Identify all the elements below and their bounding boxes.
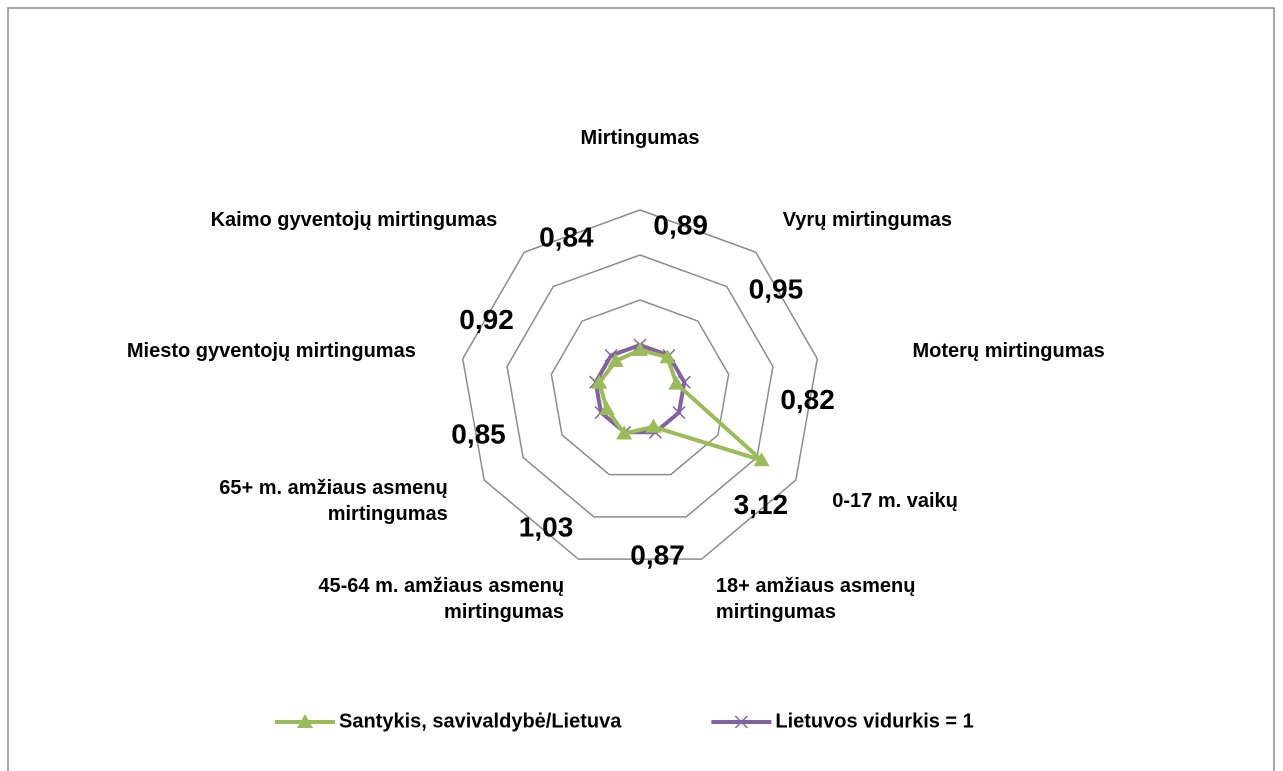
- marker: [591, 374, 608, 389]
- category-label: 0-17 m. vaikų: [832, 490, 958, 512]
- grid-ring: [461, 209, 819, 560]
- marker: [672, 405, 686, 420]
- data-label: 0,85: [451, 419, 506, 450]
- category-label: Vyrų mirtingumas: [782, 208, 952, 231]
- data-label: 0,95: [749, 274, 804, 305]
- data-label: 1,03: [519, 512, 574, 543]
- marker: [616, 425, 633, 440]
- marker: [668, 375, 685, 390]
- grid-ring: [550, 299, 730, 476]
- legend-label: Santykis, savivaldybė/Lietuva: [339, 710, 622, 732]
- chart-border: [7, 7, 1275, 771]
- series-line: [593, 342, 687, 435]
- data-label: 0,87: [630, 539, 685, 570]
- data-label: 0,84: [539, 221, 594, 252]
- data-label: 0,82: [780, 384, 835, 415]
- category-label: Mirtingumas: [580, 127, 700, 149]
- legend-label: Lietuvos vidurkis = 1: [775, 710, 973, 732]
- data-label: 3,12: [734, 489, 789, 520]
- category-label: 45-64 m. amžiaus asmenų mirtingumas: [318, 574, 565, 623]
- category-label: 65+ m. amžiaus asmenų mirtingumas: [219, 477, 448, 525]
- category-label: Kaimo gyventojų mirtingumas: [210, 208, 498, 231]
- legend-marker: [734, 715, 748, 729]
- legend-marker: [297, 714, 313, 728]
- marker: [645, 418, 662, 433]
- marker: [607, 353, 624, 368]
- marker: [632, 341, 648, 356]
- grid-ring: [506, 254, 774, 518]
- data-label: 0,89: [653, 209, 708, 240]
- marker: [659, 349, 676, 364]
- marker: [598, 401, 615, 416]
- data-label: 0,92: [459, 304, 514, 335]
- series-line: [597, 347, 763, 463]
- marker: [753, 452, 770, 467]
- category-label: 18+ amžiaus asmenų mirtingumas: [715, 574, 916, 623]
- category-label: Moterų mirtingumas: [912, 340, 1105, 363]
- category-label: Miesto gyventojų mirtingumas: [126, 340, 416, 363]
